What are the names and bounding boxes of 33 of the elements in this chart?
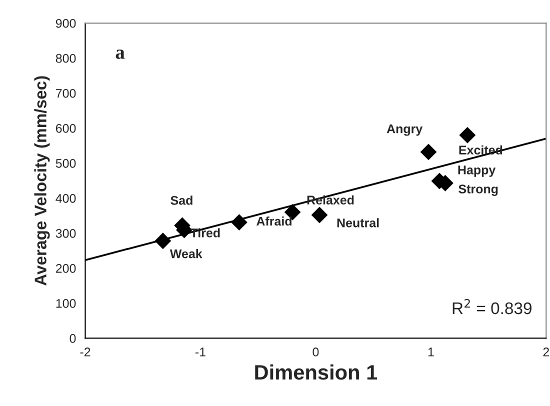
annotation: Angry [386,124,423,136]
annotation: Strong [458,184,498,196]
x-tick-label: 2 [543,348,549,356]
annotation: Happy [458,166,496,177]
x-tick-label: 1 [428,348,434,356]
point [230,214,248,231]
y-tick-label: 700 [56,88,76,98]
point [420,144,437,160]
annotation: Excited [459,145,502,155]
y-tick-label: 400 [56,194,76,203]
x-tick-label: -2 [80,348,90,356]
annotation: R$^{2}$ = 0.839 [452,298,532,314]
annotation: Neutral [337,218,379,228]
y-tick-label: 500 [56,158,76,168]
y-tick-label: 300 [56,228,76,238]
y-tick-label: 600 [56,124,76,133]
point [459,126,476,144]
annotation: Sad [170,196,192,205]
annotation: Afraid [256,216,292,226]
y-tick-label: 800 [56,54,76,63]
x-tick-label: -1 [195,348,206,356]
annotation: Tired [190,228,220,238]
y-tick-label: 900 [56,18,76,28]
text: a [116,50,125,59]
x-axis-title: Dimension 1 [255,364,378,380]
annotation: Weak [170,249,202,258]
y-tick-label: 100 [56,298,76,308]
y-tick-label: 200 [56,264,76,273]
x-tick-label: 0 [312,348,319,356]
y-tick-label: 0 [70,334,76,343]
point [154,232,172,250]
y-axis-title: Average Velocity (mm/sec) [34,76,50,286]
point [311,206,328,224]
